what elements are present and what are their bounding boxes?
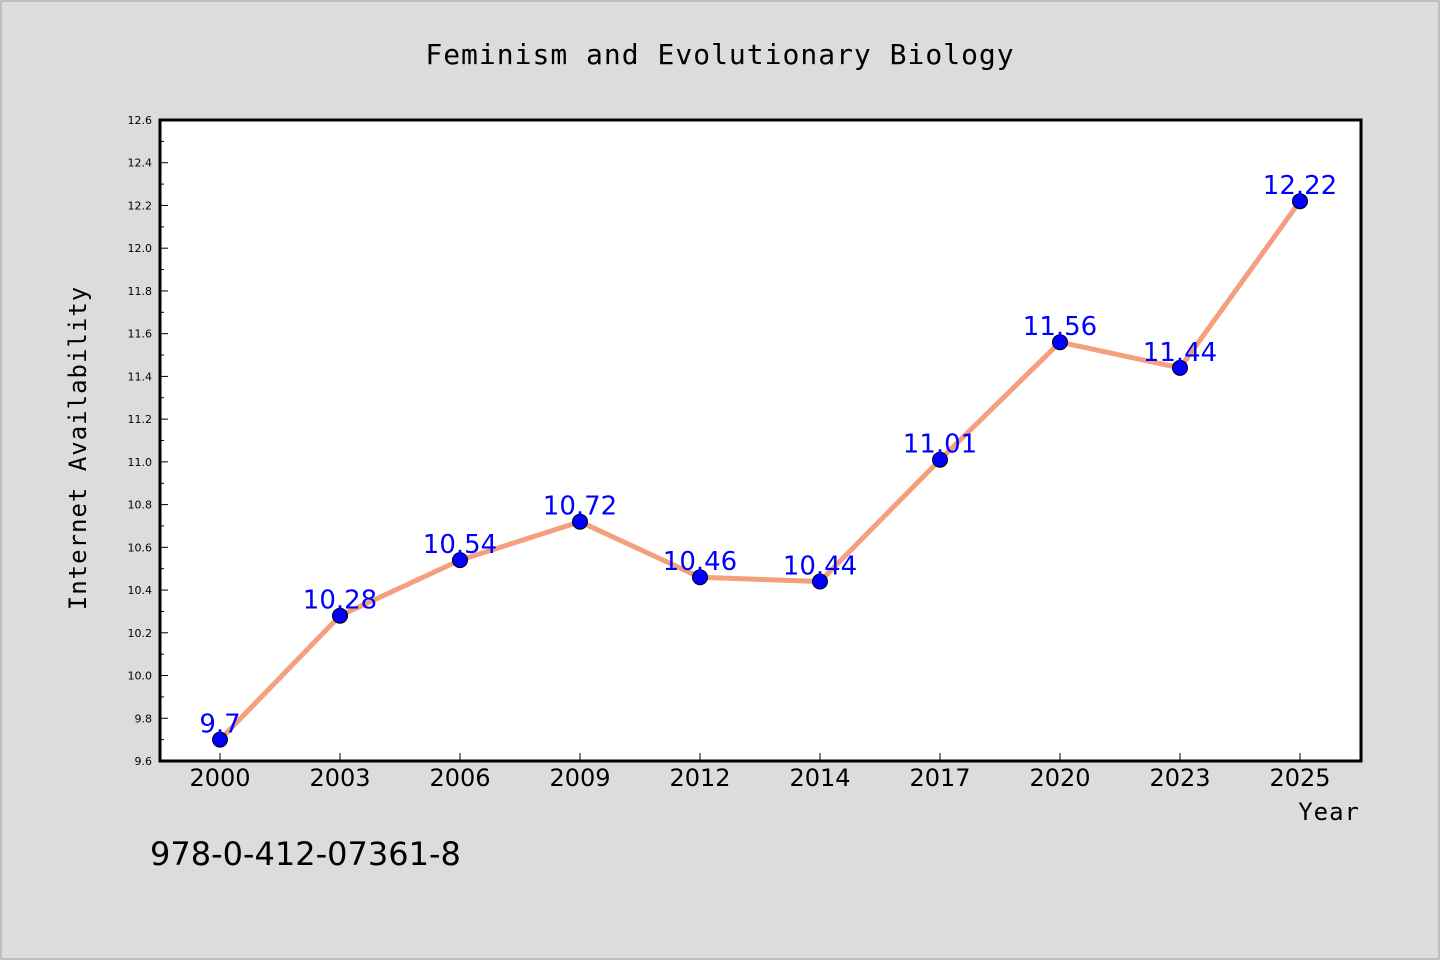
x-axis: 2000 2003 2006 2009 2012 2014 2017 2020 2023 2025 xyxy=(189,753,1331,792)
data-label: 10.44 xyxy=(783,552,857,582)
series-line xyxy=(217,198,1303,743)
data-label: 10.46 xyxy=(663,547,737,577)
data-point xyxy=(932,451,948,468)
x-tick-label: 2025 xyxy=(1269,764,1330,792)
data-label: 9.7 xyxy=(199,710,240,740)
y-tick-label: 9.6 xyxy=(135,755,153,768)
y-tick-label: 12.2 xyxy=(128,199,153,212)
y-tick-label: 10.8 xyxy=(128,499,153,512)
x-tick-label: 2020 xyxy=(1029,764,1090,792)
data-label: 10.54 xyxy=(423,530,497,560)
footer-isbn: 978-0-412-07361-8 xyxy=(150,835,461,873)
data-label: 11.56 xyxy=(1023,312,1097,342)
data-point xyxy=(1172,359,1188,376)
y-tick-label: 9.8 xyxy=(135,712,153,725)
y-tick-label: 10.0 xyxy=(128,670,153,683)
series-markers xyxy=(212,193,1308,748)
data-point xyxy=(452,552,468,569)
data-point xyxy=(812,573,828,590)
y-tick-label: 10.2 xyxy=(128,627,153,640)
data-label: 10.28 xyxy=(303,586,377,616)
x-tick-label: 2009 xyxy=(549,764,610,792)
chart-title: Feminism and Evolutionary Biology xyxy=(425,38,1014,71)
y-tick-label: 11.4 xyxy=(128,370,153,383)
y-tick-label: 12.0 xyxy=(128,242,153,255)
data-point xyxy=(572,513,588,530)
series-polyline xyxy=(217,198,1303,743)
data-label: 10.72 xyxy=(543,492,617,522)
data-point xyxy=(1052,334,1068,351)
y-tick-label: 11.2 xyxy=(128,413,153,426)
x-axis-label: Year xyxy=(1298,798,1360,826)
data-labels: 9.7 10.28 10.54 10.72 10.46 10.44 11.01 11.56 11… xyxy=(199,171,1337,739)
x-tick-label: 2006 xyxy=(429,764,490,792)
y-tick-label: 10.6 xyxy=(128,541,153,554)
plot-area xyxy=(158,118,1363,763)
data-point xyxy=(212,731,228,748)
x-tick-label: 2000 xyxy=(189,764,250,792)
data-label: 11.01 xyxy=(903,430,977,460)
y-axis-label: Internet Availability xyxy=(64,286,92,610)
x-tick-label: 2023 xyxy=(1149,764,1210,792)
y-tick-label: 11.6 xyxy=(128,328,153,341)
y-tick-label: 11.8 xyxy=(128,285,153,298)
data-point xyxy=(692,569,708,586)
x-tick-label: 2012 xyxy=(669,764,730,792)
data-label: 12.22 xyxy=(1263,171,1337,201)
y-tick-label: 10.4 xyxy=(128,584,153,597)
y-axis: 9.6 9.8 10.0 10.2 10.4 10.6 10.8 11.0 11.2 11.4 11… xyxy=(128,114,168,768)
data-point xyxy=(1292,193,1308,210)
y-tick-label: 12.6 xyxy=(128,114,153,127)
x-tick-label: 2014 xyxy=(789,764,850,792)
data-label: 11.44 xyxy=(1143,338,1217,368)
x-tick-label: 2003 xyxy=(309,764,370,792)
y-tick-label: 12.4 xyxy=(128,157,153,170)
x-tick-label: 2017 xyxy=(909,764,970,792)
data-point xyxy=(332,607,348,624)
y-tick-label: 11.0 xyxy=(128,456,153,469)
